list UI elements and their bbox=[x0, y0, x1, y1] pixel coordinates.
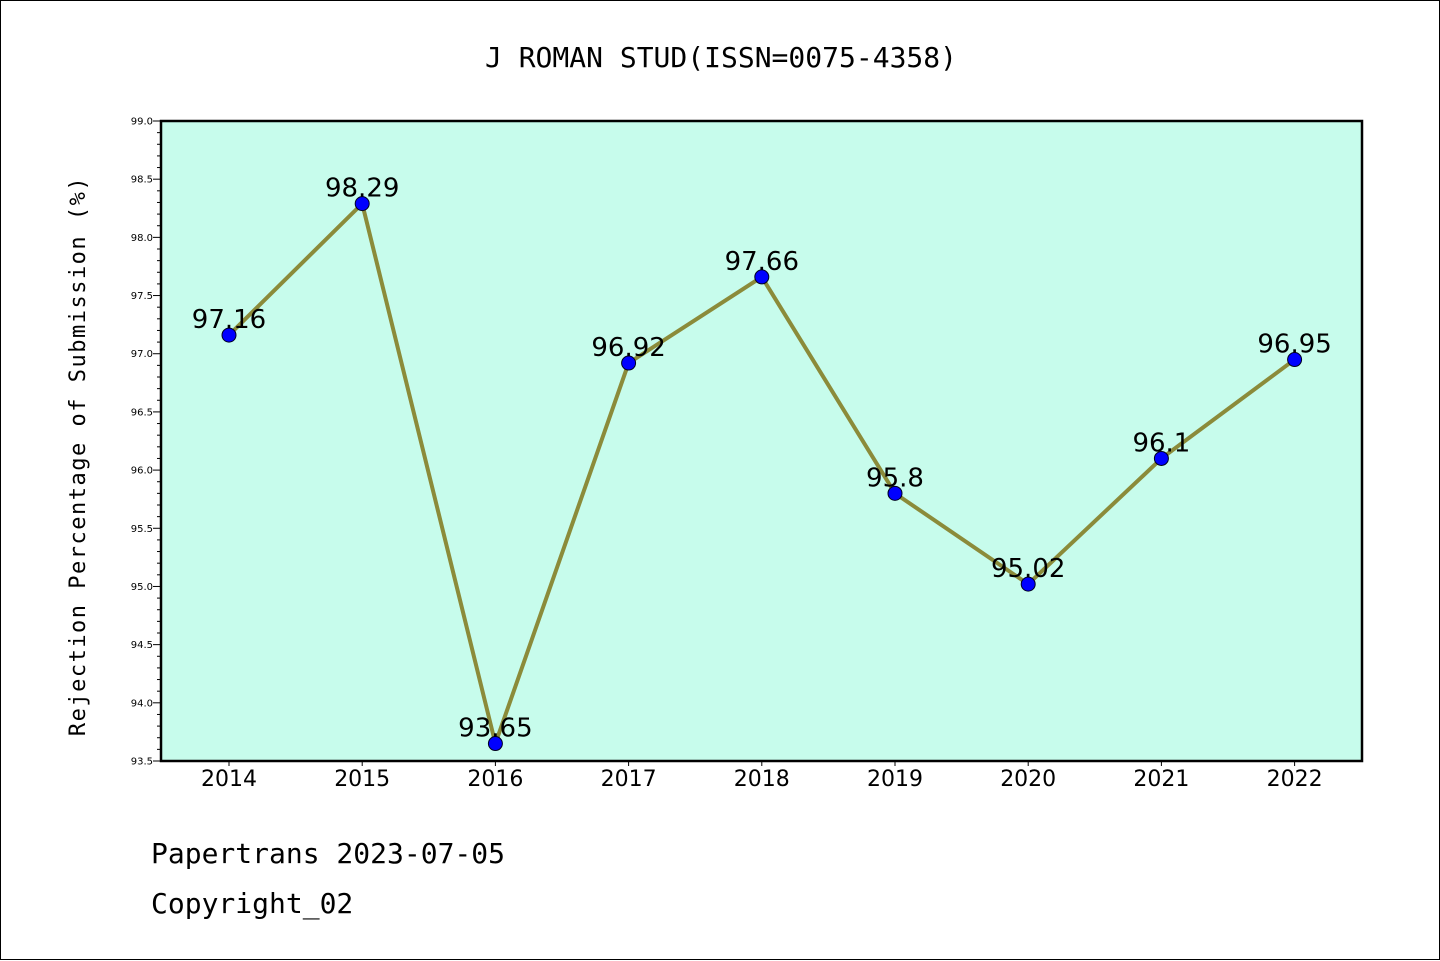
x-tick-label: 2014 bbox=[201, 767, 257, 792]
data-point bbox=[1020, 576, 1036, 592]
y-tick-label: 98.5 bbox=[131, 175, 153, 186]
y-tick-label: 93.5 bbox=[131, 757, 153, 768]
data-labels-group: 97.16 98.29 93.65 96.92 97.66 95.8 95.02 96.1 96… bbox=[192, 174, 1332, 744]
y-tick-label: 94.0 bbox=[131, 698, 153, 709]
y-axis-label: Rejection Percentage of Submission (%) bbox=[66, 176, 91, 736]
data-point bbox=[1153, 450, 1169, 466]
series-points-group bbox=[221, 196, 1303, 752]
y-tick-label: 94.5 bbox=[131, 640, 153, 651]
x-tick-label: 2016 bbox=[467, 767, 523, 792]
x-axis: 2014 2015 2016 2017 2018 2019 2020 2021 2022 bbox=[201, 761, 1323, 792]
x-tick-label: 2018 bbox=[734, 767, 790, 792]
data-point bbox=[354, 196, 370, 212]
data-point bbox=[1287, 352, 1303, 368]
data-point bbox=[221, 327, 237, 343]
data-point bbox=[621, 355, 637, 371]
data-label: 97.66 bbox=[725, 247, 799, 277]
x-tick-label: 2022 bbox=[1267, 767, 1323, 792]
x-tick-label: 2020 bbox=[1000, 767, 1056, 792]
y-tick-label: 97.5 bbox=[131, 291, 153, 302]
x-tick-label: 2017 bbox=[601, 767, 657, 792]
data-label: 93.65 bbox=[458, 714, 532, 744]
data-point bbox=[487, 736, 503, 752]
data-label: 96.1 bbox=[1132, 428, 1190, 458]
y-tick-label: 96.0 bbox=[131, 466, 153, 477]
data-point bbox=[887, 485, 903, 501]
y-tick-label: 98.0 bbox=[131, 233, 153, 244]
x-tick-label: 2019 bbox=[867, 767, 923, 792]
data-label: 95.02 bbox=[991, 554, 1065, 584]
x-tick-label: 2021 bbox=[1133, 767, 1189, 792]
chart-title: J ROMAN STUD(ISSN=0075-4358) bbox=[485, 41, 957, 74]
y-tick-label: 99.0 bbox=[131, 117, 153, 128]
y-tick-label: 95.5 bbox=[131, 524, 153, 535]
data-label: 97.16 bbox=[192, 305, 266, 335]
data-label: 95.8 bbox=[866, 463, 924, 493]
plot-area bbox=[159, 119, 1364, 763]
x-tick-label: 2015 bbox=[334, 767, 390, 792]
y-tick-label: 96.5 bbox=[131, 407, 153, 418]
data-label: 96.92 bbox=[591, 333, 665, 363]
y-tick-label: 97.0 bbox=[131, 349, 153, 360]
data-point bbox=[754, 269, 770, 285]
data-label: 98.29 bbox=[325, 174, 399, 204]
footer-date: Papertrans 2023-07-05 bbox=[151, 837, 506, 870]
y-tick-label: 95.0 bbox=[131, 582, 153, 593]
y-axis: 93.5 94.0 94.5 95.0 95.5 96.0 96.5 97.0 97.5 98.0… bbox=[131, 117, 161, 768]
footer-copyright: Copyright_02 bbox=[151, 887, 354, 920]
data-label: 96.95 bbox=[1257, 330, 1331, 360]
